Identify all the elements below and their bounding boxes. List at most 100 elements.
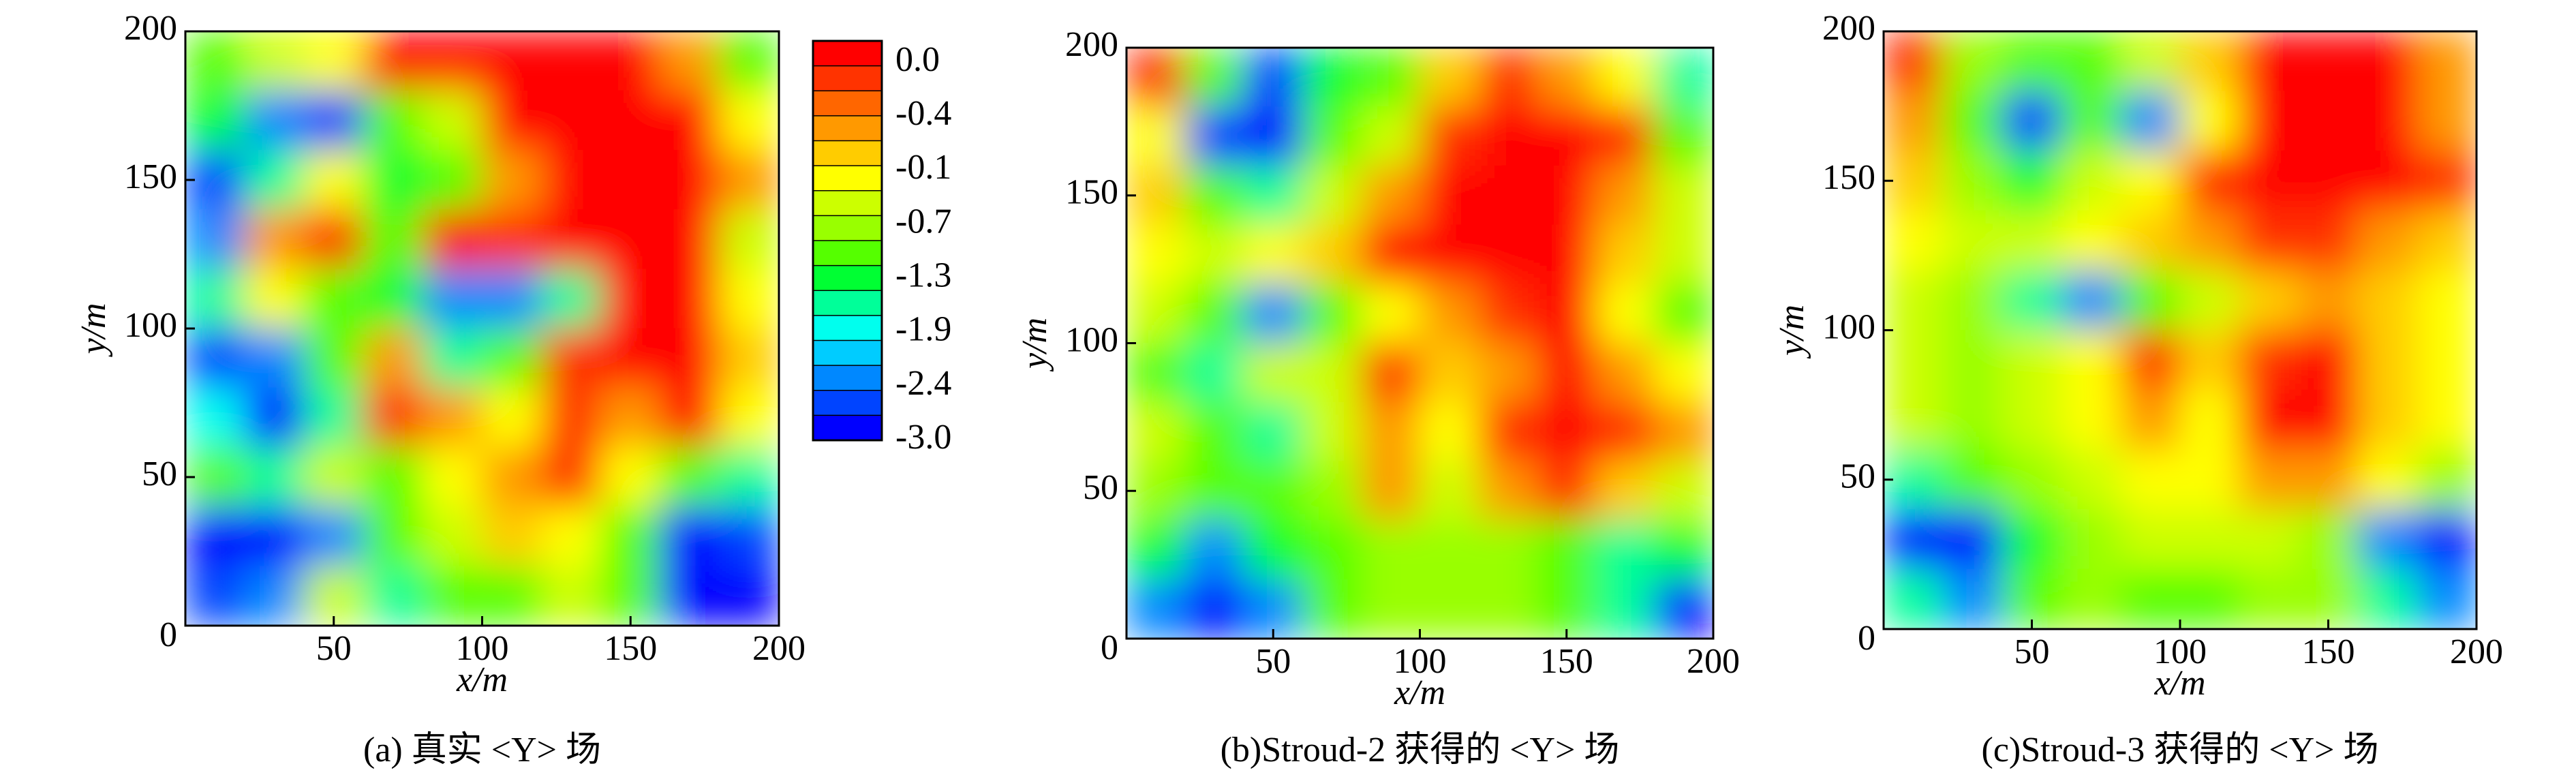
heatmap-cell [244,149,305,211]
heatmap-cell [2120,91,2181,151]
heatmap-cell [363,446,423,508]
heatmap-cell [1595,461,1655,521]
heatmap-cell [1126,343,1186,403]
y-tick-label: 100 [1065,320,1118,359]
y-tick-label: 100 [124,306,177,345]
heatmap-cell [1243,579,1303,639]
heatmap-cell [1942,389,2003,450]
heatmap-cell [482,149,542,211]
heatmap-cell [1654,48,1713,108]
heatmap-cell [719,269,779,329]
heatmap-cell [1884,568,1944,629]
heatmap-cell [2357,509,2418,570]
heatmap-cell [1654,520,1713,580]
heatmap-cell [244,328,305,388]
heatmap-cell [1302,48,1362,108]
heatmap-cell [482,328,542,388]
colorbar-band [812,165,883,192]
heatmap-cell [2179,509,2240,570]
heatmap-cell [1184,343,1244,403]
heatmap-cell [660,446,720,508]
heatmap-cell [541,269,602,329]
heatmap-cell [660,31,720,91]
heatmap-cell [2417,509,2477,570]
heatmap-cell [2239,509,2299,570]
heatmap-cell [2061,31,2121,92]
heatmap-cell [1126,48,1186,108]
heatmap-cell [1243,284,1303,343]
heatmap-cell [1360,401,1420,462]
heatmap-cell [1420,284,1479,343]
heatmap-cell [541,387,602,448]
heatmap-cell [541,328,602,388]
colorbar-frame [812,40,883,442]
heatmap-cell [1478,520,1538,580]
heatmap-cell [2357,150,2418,211]
heatmap-cell [1126,224,1186,285]
heatmap-cell [2417,91,2477,151]
heatmap-cell [2061,568,2121,629]
heatmap-cell [660,209,720,270]
heatmap-cell [363,90,423,151]
heatmap-cell [422,566,482,626]
heatmap-cell [1126,106,1186,166]
heatmap-cell [1184,520,1244,580]
heatmap-cell [600,328,661,388]
heatmap-cell [1654,284,1713,343]
heatmap-cell [185,387,245,448]
heatmap-cell [1126,461,1186,521]
heatmap-cell [1126,165,1186,226]
heatmap-cell [1595,48,1655,108]
heatmap-cell [363,149,423,211]
colorbar-label: -1.9 [895,310,951,349]
heatmap-cell [541,566,602,626]
heatmap-cell [1243,106,1303,166]
heatmap-cell [1942,210,2003,271]
heatmap-cell [1537,520,1597,580]
y-tick-label: 200 [1065,25,1118,64]
heatmap-cell [1184,284,1244,343]
y-tick-label: 200 [124,9,177,48]
heatmap-cell [1478,401,1538,462]
heatmap-cell [303,506,364,567]
heatmap-cell [1243,165,1303,226]
heatmap-cell [1884,270,1944,331]
heatmap-cell [185,328,245,388]
heatmap-cell [303,209,364,270]
heatmap-cell [1478,165,1538,226]
heatmap-cell [1942,568,2003,629]
heatmap-cell [1595,520,1655,580]
heatmap-cell [363,209,423,270]
heatmap-cell [244,269,305,329]
heatmap-cell [2357,330,2418,391]
heatmap-cell [1884,389,1944,450]
heatmap-cell [2002,389,2062,450]
heatmap-cell [1302,520,1362,580]
heatmap-cell [1126,401,1186,462]
heatmap-cell [185,506,245,567]
heatmap-cell [422,90,482,151]
heatmap-cell [1420,579,1479,639]
heatmap-cell [2417,150,2477,211]
x-axis-label: x/m [1394,673,1445,712]
colorbar-band [812,140,883,167]
heatmap-cell [660,387,720,448]
colorbar-band [812,365,883,391]
heatmap-cell [1184,224,1244,285]
heatmap-cell [363,31,423,91]
heatmap-cell [2179,31,2240,92]
heatmap-cell [2002,270,2062,331]
heatmap-cell [2239,31,2299,92]
heatmap-cell [660,90,720,151]
heatmap-cell [482,209,542,270]
heatmap-cell [2002,449,2062,510]
colorbar-band [812,390,883,416]
x-tick-label: 100 [456,629,509,668]
heatmap-cell [363,269,423,329]
heatmap-cell [2239,389,2299,450]
heatmap-cell [1302,106,1362,166]
heatmap-cell [2357,270,2418,331]
heatmap-cell [1478,343,1538,403]
heatmap-cell [719,149,779,211]
heatmap-cell [660,269,720,329]
